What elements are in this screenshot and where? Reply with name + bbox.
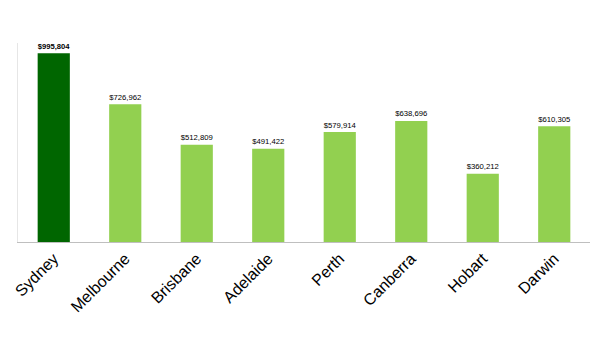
svg-text:$512,809: $512,809	[181, 133, 213, 142]
svg-text:Melbourne: Melbourne	[68, 250, 134, 316]
svg-text:$995,804: $995,804	[38, 42, 71, 51]
svg-text:$610,305: $610,305	[538, 115, 570, 124]
svg-text:$491,422: $491,422	[252, 137, 284, 146]
svg-text:$726,962: $726,962	[109, 93, 141, 102]
svg-text:Canberra: Canberra	[360, 250, 419, 309]
svg-text:$638,696: $638,696	[395, 109, 427, 118]
svg-text:$360,212: $360,212	[467, 162, 499, 171]
svg-text:Brisbane: Brisbane	[148, 250, 205, 307]
svg-text:Sydney: Sydney	[12, 250, 62, 300]
svg-text:Darwin: Darwin	[515, 250, 562, 297]
svg-text:Adelaide: Adelaide	[220, 250, 276, 306]
svg-text:Hobart: Hobart	[445, 250, 491, 296]
svg-text:Perth: Perth	[308, 250, 347, 289]
svg-text:$579,914: $579,914	[324, 121, 357, 130]
